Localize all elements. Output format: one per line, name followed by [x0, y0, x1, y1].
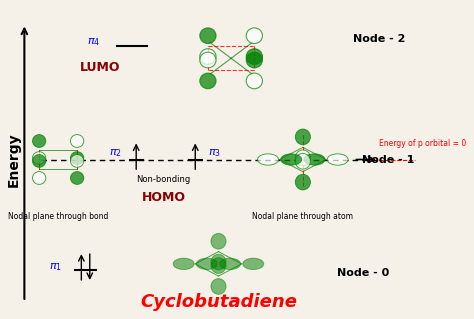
Text: LUMO: LUMO: [80, 61, 120, 74]
Ellipse shape: [196, 258, 217, 270]
Ellipse shape: [219, 258, 240, 270]
Ellipse shape: [281, 154, 301, 165]
Text: Nodal plane through atom: Nodal plane through atom: [252, 212, 353, 221]
Ellipse shape: [257, 154, 279, 165]
Ellipse shape: [295, 129, 310, 145]
Text: Node - 0: Node - 0: [337, 268, 389, 278]
Ellipse shape: [246, 49, 263, 64]
Ellipse shape: [211, 258, 226, 273]
Ellipse shape: [243, 258, 264, 270]
Ellipse shape: [33, 135, 46, 147]
Ellipse shape: [200, 73, 216, 89]
Ellipse shape: [200, 28, 216, 43]
Ellipse shape: [200, 52, 216, 68]
Ellipse shape: [71, 154, 84, 167]
Ellipse shape: [33, 154, 46, 167]
Ellipse shape: [33, 172, 46, 184]
Text: $\pi_4$: $\pi_4$: [87, 37, 100, 48]
Ellipse shape: [295, 153, 310, 169]
Ellipse shape: [295, 174, 310, 190]
Ellipse shape: [246, 73, 263, 89]
Ellipse shape: [246, 52, 263, 68]
Ellipse shape: [173, 258, 194, 270]
Ellipse shape: [71, 135, 84, 147]
Text: Nodal plane through bond: Nodal plane through bond: [8, 212, 109, 221]
Ellipse shape: [211, 278, 226, 294]
Ellipse shape: [304, 154, 325, 165]
Text: Energy: Energy: [7, 132, 21, 187]
Ellipse shape: [295, 150, 310, 166]
Text: Energy of p orbital = 0: Energy of p orbital = 0: [379, 139, 466, 148]
Text: Node - 1: Node - 1: [362, 154, 414, 165]
Text: $\pi_1$: $\pi_1$: [49, 261, 63, 273]
Ellipse shape: [33, 152, 46, 165]
Text: Cyclobutadiene: Cyclobutadiene: [140, 293, 297, 311]
Ellipse shape: [71, 172, 84, 184]
Text: Node - 2: Node - 2: [354, 34, 406, 44]
Text: $\pi_3$: $\pi_3$: [208, 147, 221, 159]
Text: $\pi_2$: $\pi_2$: [109, 147, 121, 159]
Ellipse shape: [211, 254, 226, 270]
Ellipse shape: [211, 234, 226, 249]
Ellipse shape: [246, 28, 263, 43]
Ellipse shape: [200, 49, 216, 64]
Text: HOMO: HOMO: [142, 191, 186, 204]
Ellipse shape: [327, 154, 348, 165]
Ellipse shape: [71, 152, 84, 165]
Text: Non-bonding: Non-bonding: [137, 175, 191, 184]
